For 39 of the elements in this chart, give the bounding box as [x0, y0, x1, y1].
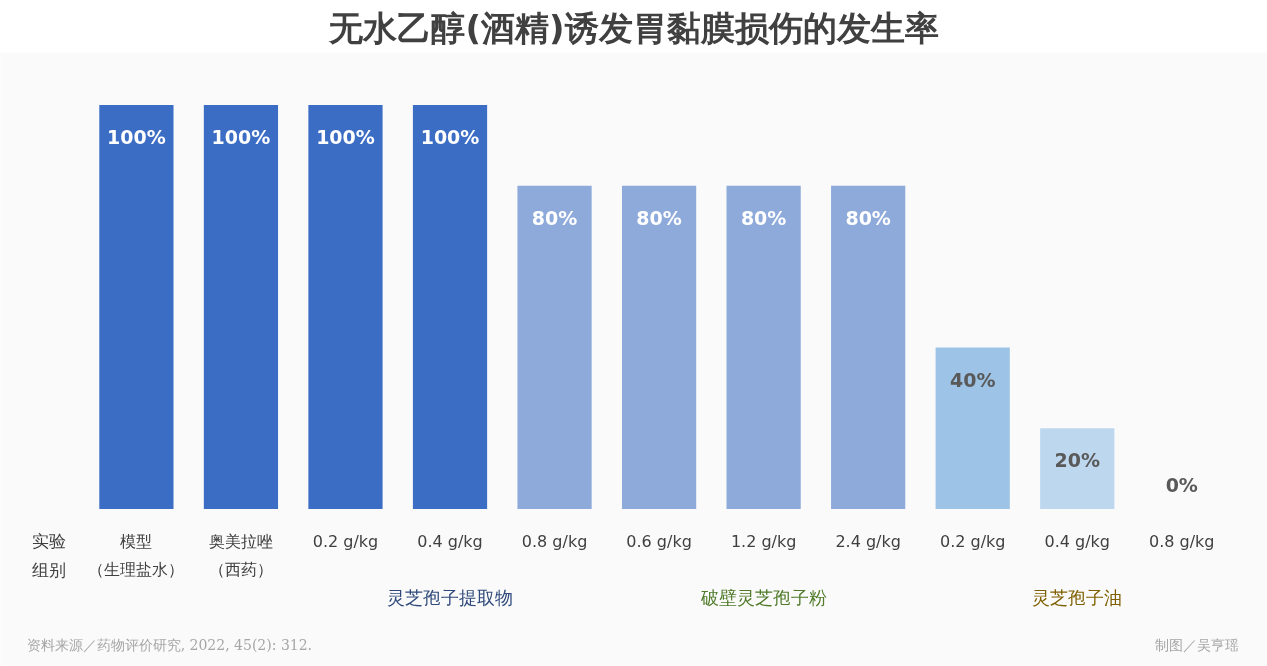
data-label: 100%	[420, 126, 480, 149]
data-label: 20%	[1054, 449, 1100, 472]
data-label: 80%	[531, 207, 578, 230]
data-label: 100%	[107, 126, 166, 149]
x-tick-label: 2.4 g/kg	[835, 531, 901, 551]
chart-title: 无水乙醇(酒精)诱发胃黏膜损伤的发生率	[328, 7, 939, 48]
x-tick-label: 0.2 g/kg	[312, 531, 379, 551]
data-label: 80%	[636, 207, 682, 230]
data-label: 0%	[1165, 473, 1198, 496]
bar	[99, 105, 174, 509]
data-label: 100%	[316, 126, 375, 149]
text: 破壁灵芝孢子粉	[699, 587, 827, 609]
bar	[621, 185, 697, 509]
x-tick-label: 0.4 g/kg	[1044, 531, 1110, 551]
x-tick-label: 0.2 g/kg	[939, 531, 1006, 551]
bar	[935, 347, 1010, 509]
text: 灵芝孢子提取物	[387, 587, 514, 609]
text: 资料来源／药物评价研究, 2022, 45(2): 312.	[26, 637, 313, 654]
data-label: 80%	[845, 207, 891, 230]
bar	[308, 105, 383, 509]
data-label: 80%	[740, 207, 787, 230]
x-axis-title: 实验组别	[31, 530, 66, 580]
x-tick-label: 0.8 g/kg	[521, 531, 588, 551]
x-tick-label: 0.4 g/kg	[417, 531, 483, 551]
bar	[517, 185, 592, 509]
bar	[726, 185, 801, 509]
x-tick-label: 0.6 g/kg	[626, 531, 692, 551]
x-tick-label: 模型（生理盐水）	[88, 532, 185, 579]
bar	[203, 105, 279, 509]
x-tick-label: 0.8 g/kg	[1149, 531, 1215, 551]
x-tick-label: 1.2 g/kg	[730, 531, 797, 551]
bar	[831, 185, 906, 509]
data-label: 40%	[949, 368, 996, 391]
x-tick-label: 奥美拉唑（西药）	[208, 532, 273, 579]
text: 制图／吴亨瑶	[1155, 637, 1240, 654]
text: 灵芝孢子油	[1032, 587, 1123, 609]
bar	[412, 105, 488, 509]
bar	[1040, 428, 1115, 509]
data-label: 100%	[211, 126, 271, 149]
